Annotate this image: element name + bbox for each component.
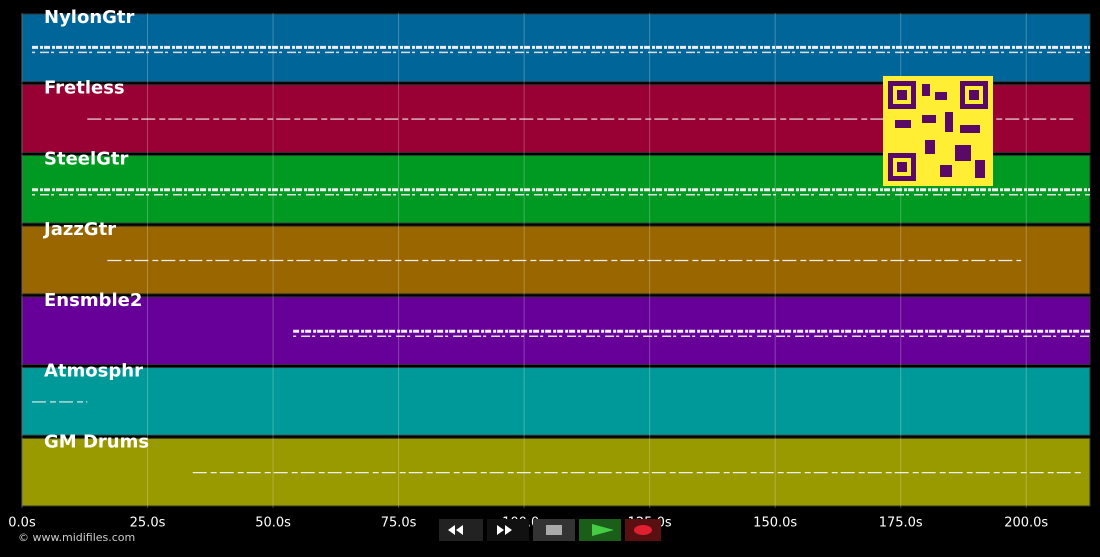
x-tick-label: 25.0s bbox=[130, 516, 166, 531]
stop-icon bbox=[546, 525, 562, 535]
rewind-icon bbox=[448, 525, 463, 535]
play-icon bbox=[592, 524, 614, 536]
track-name: Atmosphr bbox=[44, 361, 143, 382]
track-name: JazzGtr bbox=[42, 219, 116, 240]
playback-controls bbox=[439, 519, 661, 541]
forward-icon bbox=[497, 525, 512, 535]
x-tick-label: 150.0s bbox=[753, 516, 797, 531]
footer: © www.midifiles.com bbox=[18, 531, 135, 544]
track-name: GM Drums bbox=[44, 431, 149, 452]
track-name: Fretless bbox=[44, 78, 125, 99]
track-name: NylonGtr bbox=[44, 7, 135, 28]
x-tick-label: 50.0s bbox=[255, 516, 291, 531]
x-tick-label: 0.0s bbox=[8, 516, 36, 531]
x-tick-label: 200.0s bbox=[1004, 516, 1048, 531]
track-name: Ensmble2 bbox=[44, 290, 142, 311]
record-icon bbox=[634, 525, 652, 535]
x-tick-label: 175.0s bbox=[879, 516, 923, 531]
qr-code bbox=[883, 76, 993, 186]
track-name: SteelGtr bbox=[44, 148, 129, 169]
x-tick-label: 75.0s bbox=[381, 516, 417, 531]
track-lane bbox=[21, 367, 1091, 436]
